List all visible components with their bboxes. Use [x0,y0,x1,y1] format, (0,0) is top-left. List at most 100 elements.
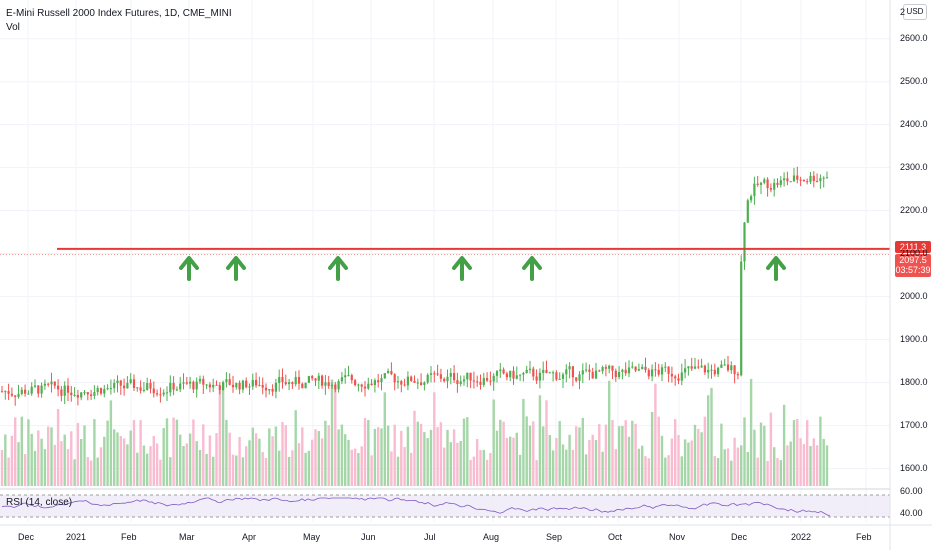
volume-bar [278,450,281,486]
candle-body [802,179,805,182]
volume-bar [479,450,482,486]
volume-bar [723,449,726,486]
volume-bar [367,420,370,486]
volume-bar [126,444,129,486]
up-arrow-icon [452,256,472,281]
time-tick-label: Feb [121,532,137,542]
candle-body [604,367,607,369]
volume-bar [443,447,446,486]
volume-bar [532,421,535,486]
candle-body [664,366,667,368]
candle-body [245,380,248,388]
volume-bar [225,419,228,486]
volume-bar [802,444,806,486]
candle-body [248,386,251,388]
volume-bar [792,420,796,486]
candle-body [654,369,657,371]
volume-bar [598,424,601,486]
candle-body [383,373,386,379]
candle-body [456,380,459,385]
candle-body [142,389,145,391]
volume-bar [716,458,720,486]
volume-bar [301,427,304,486]
candle-body [779,180,782,185]
candle-body [66,385,70,393]
volume-bar [416,421,419,486]
volume-bar [624,420,627,486]
volume-bar [86,457,89,486]
volume-bar [291,450,294,486]
candle-body [119,380,122,386]
candle-body [307,376,310,383]
price-tick-label: 2000.0 [900,290,928,301]
volume-bar [617,426,621,486]
price-tick-label: 1900.0 [900,333,928,344]
currency-button[interactable]: USD [903,4,927,20]
candle-body [773,182,776,190]
time-tick-label: Sep [546,532,563,542]
candle-body [700,365,703,368]
candle-body [756,183,759,185]
volume-bar [188,433,192,486]
volume-bar [756,457,759,486]
volume-bar [314,429,317,486]
candle-body [123,385,126,389]
candle-body [476,381,479,383]
volume-bar [515,432,518,486]
volume-bar [657,416,660,486]
volume-bar [558,421,561,486]
candle-body [294,377,297,385]
candle-body [284,382,287,385]
volume-bar [47,426,50,486]
price-tick-label: 2400.0 [900,118,928,129]
candle-body [687,366,690,369]
volume-bar [122,438,126,486]
candle-body [192,381,195,390]
volume-bar [806,420,809,486]
volume-bar [773,447,776,486]
candle-body [40,385,43,394]
volume-bar [353,448,357,486]
volume-bar [545,400,548,486]
candle-body [396,381,400,383]
candle-body [568,366,571,370]
price-tick-label: 2600.0 [900,32,928,43]
time-tick-label: Jun [361,532,376,542]
candle-body [730,365,733,371]
candle-body [393,374,396,383]
volume-bar [324,420,327,486]
volume-bar [205,453,208,486]
price-tick-label: 2500.0 [900,75,928,86]
volume-bar [113,429,116,486]
volume-bar [37,430,40,486]
volume-bar [400,430,403,486]
candle-body [627,367,631,374]
rsi-tick-label: 40.00 [900,508,923,518]
candle-body [390,371,393,375]
time-tick-label: Feb [856,532,872,542]
volume-bar [644,456,647,486]
candle-body [799,179,802,181]
candle-body [297,377,301,384]
volume-bar [763,425,766,486]
candle-body [360,384,363,387]
candle-body [561,374,565,379]
candle-body [136,387,139,389]
volume-bar [27,419,30,486]
volume-bar [149,446,152,486]
volume-bar [169,457,172,486]
candle-body [512,370,515,379]
volume-bar [459,440,462,486]
candle-body [707,369,710,373]
candle-body [20,389,23,394]
volume-bar [192,419,195,486]
candle-body [377,380,380,383]
volume-bar [786,445,789,486]
candle-body [10,393,13,396]
volume-bar [614,449,617,486]
candle-body [7,391,10,394]
candle-body [581,370,584,375]
candle-body [545,369,548,374]
